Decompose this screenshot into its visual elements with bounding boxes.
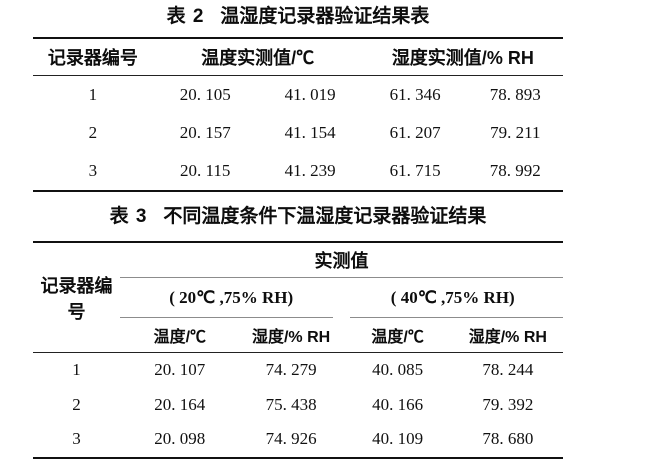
table3-header-group-40c: ( 40℃ ,75% RH) xyxy=(342,278,563,319)
g1-temp: 20. 107 xyxy=(154,360,206,380)
temp-value-2: 41. 019 xyxy=(284,85,336,104)
recorder-id: 3 xyxy=(33,152,153,192)
g2-temp: 40. 085 xyxy=(372,360,424,380)
table2-row-3: 3 20. 115 41. 239 61. 715 78. 992 xyxy=(33,152,563,192)
humidity-value-2: 78. 992 xyxy=(467,152,563,192)
table2-header-row: 记录器编号 温度实测值/℃ 湿度实测值/% RH xyxy=(33,37,563,76)
temp-value-2: 41. 239 xyxy=(257,152,363,192)
table2: 记录器编号 温度实测值/℃ 湿度实测值/% RH 1 20. 105 41. 0… xyxy=(33,37,563,192)
g2-humidity: 79. 392 xyxy=(482,394,534,414)
table3-row-2: 2 20. 164 75. 438 40. 166 79. 392 xyxy=(33,388,563,423)
recorder-id: 1 xyxy=(72,360,81,380)
humidity-value-1: 61. 715 xyxy=(362,152,468,192)
temp-value-1: 20. 115 xyxy=(152,152,258,192)
g1-humidity: 74. 279 xyxy=(265,360,317,380)
table2-row-1: 1 20. 105 41. 019 61. 346 78. 893 xyxy=(33,76,563,115)
g1-humidity: 74. 926 xyxy=(239,422,343,459)
recorder-id: 2 xyxy=(88,123,98,142)
recorder-id: 2 xyxy=(72,394,81,414)
table3-caption-label: 表 3 xyxy=(109,206,148,227)
table2-caption-label: 表 2 xyxy=(166,6,205,27)
g1-humidity: 75. 438 xyxy=(265,394,317,414)
table3-subheader-temp-1: 温度/℃ xyxy=(119,318,240,353)
document-body: 表 2 温湿度记录器验证结果表 记录器编号 温度实测值/℃ 湿度实测值/% RH … xyxy=(33,0,563,459)
table3-header-group-20c: ( 20℃ ,75% RH) xyxy=(119,278,343,319)
table3-groups-row: ( 20℃ ,75% RH) ( 40℃ ,75% RH) xyxy=(33,278,563,319)
table2-caption-title: 温湿度记录器验证结果表 xyxy=(220,6,430,27)
g2-humidity: 78. 244 xyxy=(482,360,534,380)
g2-humidity: 78. 680 xyxy=(452,422,563,459)
table3-subheader-temp-2: 温度/℃ xyxy=(342,318,453,353)
g2-temp: 40. 166 xyxy=(372,394,424,414)
humidity-value-1: 61. 346 xyxy=(389,85,441,104)
table3-caption-title: 不同温度条件下温湿度记录器验证结果 xyxy=(163,206,487,227)
recorder-id: 3 xyxy=(33,422,120,459)
table3-row-1: 1 20. 107 74. 279 40. 085 78. 244 xyxy=(33,353,563,388)
table3-header-recorder: 记录器编号 xyxy=(33,241,120,353)
temp-value-2: 41. 154 xyxy=(284,123,336,142)
recorder-id: 1 xyxy=(88,85,98,104)
temp-value-1: 20. 105 xyxy=(179,85,231,104)
table2-caption: 表 2 温湿度记录器验证结果表 xyxy=(33,0,563,37)
humidity-value-2: 78. 893 xyxy=(489,85,541,104)
g2-temp: 40. 109 xyxy=(342,422,453,459)
table2-header-temperature: 温度实测值/℃ xyxy=(152,37,363,76)
table3-measured-row: 记录器编号 实测值 xyxy=(33,241,563,353)
table2-header-humidity: 湿度实测值/% RH xyxy=(362,37,563,76)
table2-row-2: 2 20. 157 41. 154 61. 207 79. 211 xyxy=(33,114,563,152)
table3-row-3: 3 20. 098 74. 926 40. 109 78. 680 xyxy=(33,422,563,459)
g1-temp: 20. 098 xyxy=(119,422,240,459)
humidity-value-1: 61. 207 xyxy=(389,123,441,142)
table3: 记录器编号 实测值 ( 20℃ ,75% RH) ( 40℃ ,75% RH) … xyxy=(33,241,563,459)
table3-caption: 表 3 不同温度条件下温湿度记录器验证结果 xyxy=(33,192,563,241)
humidity-value-2: 79. 211 xyxy=(490,123,541,142)
table3-subheader-hum-1: 湿度/% RH xyxy=(239,318,343,353)
g1-temp: 20. 164 xyxy=(154,394,206,414)
temp-value-1: 20. 157 xyxy=(179,123,231,142)
table2-header-recorder: 记录器编号 xyxy=(33,37,153,76)
table3-subheader-row: 温度/℃ 湿度/% RH 温度/℃ 湿度/% RH xyxy=(33,318,563,353)
table3-subheader-hum-2: 湿度/% RH xyxy=(452,318,563,353)
table3-header-measured: 实测值 xyxy=(119,241,563,278)
